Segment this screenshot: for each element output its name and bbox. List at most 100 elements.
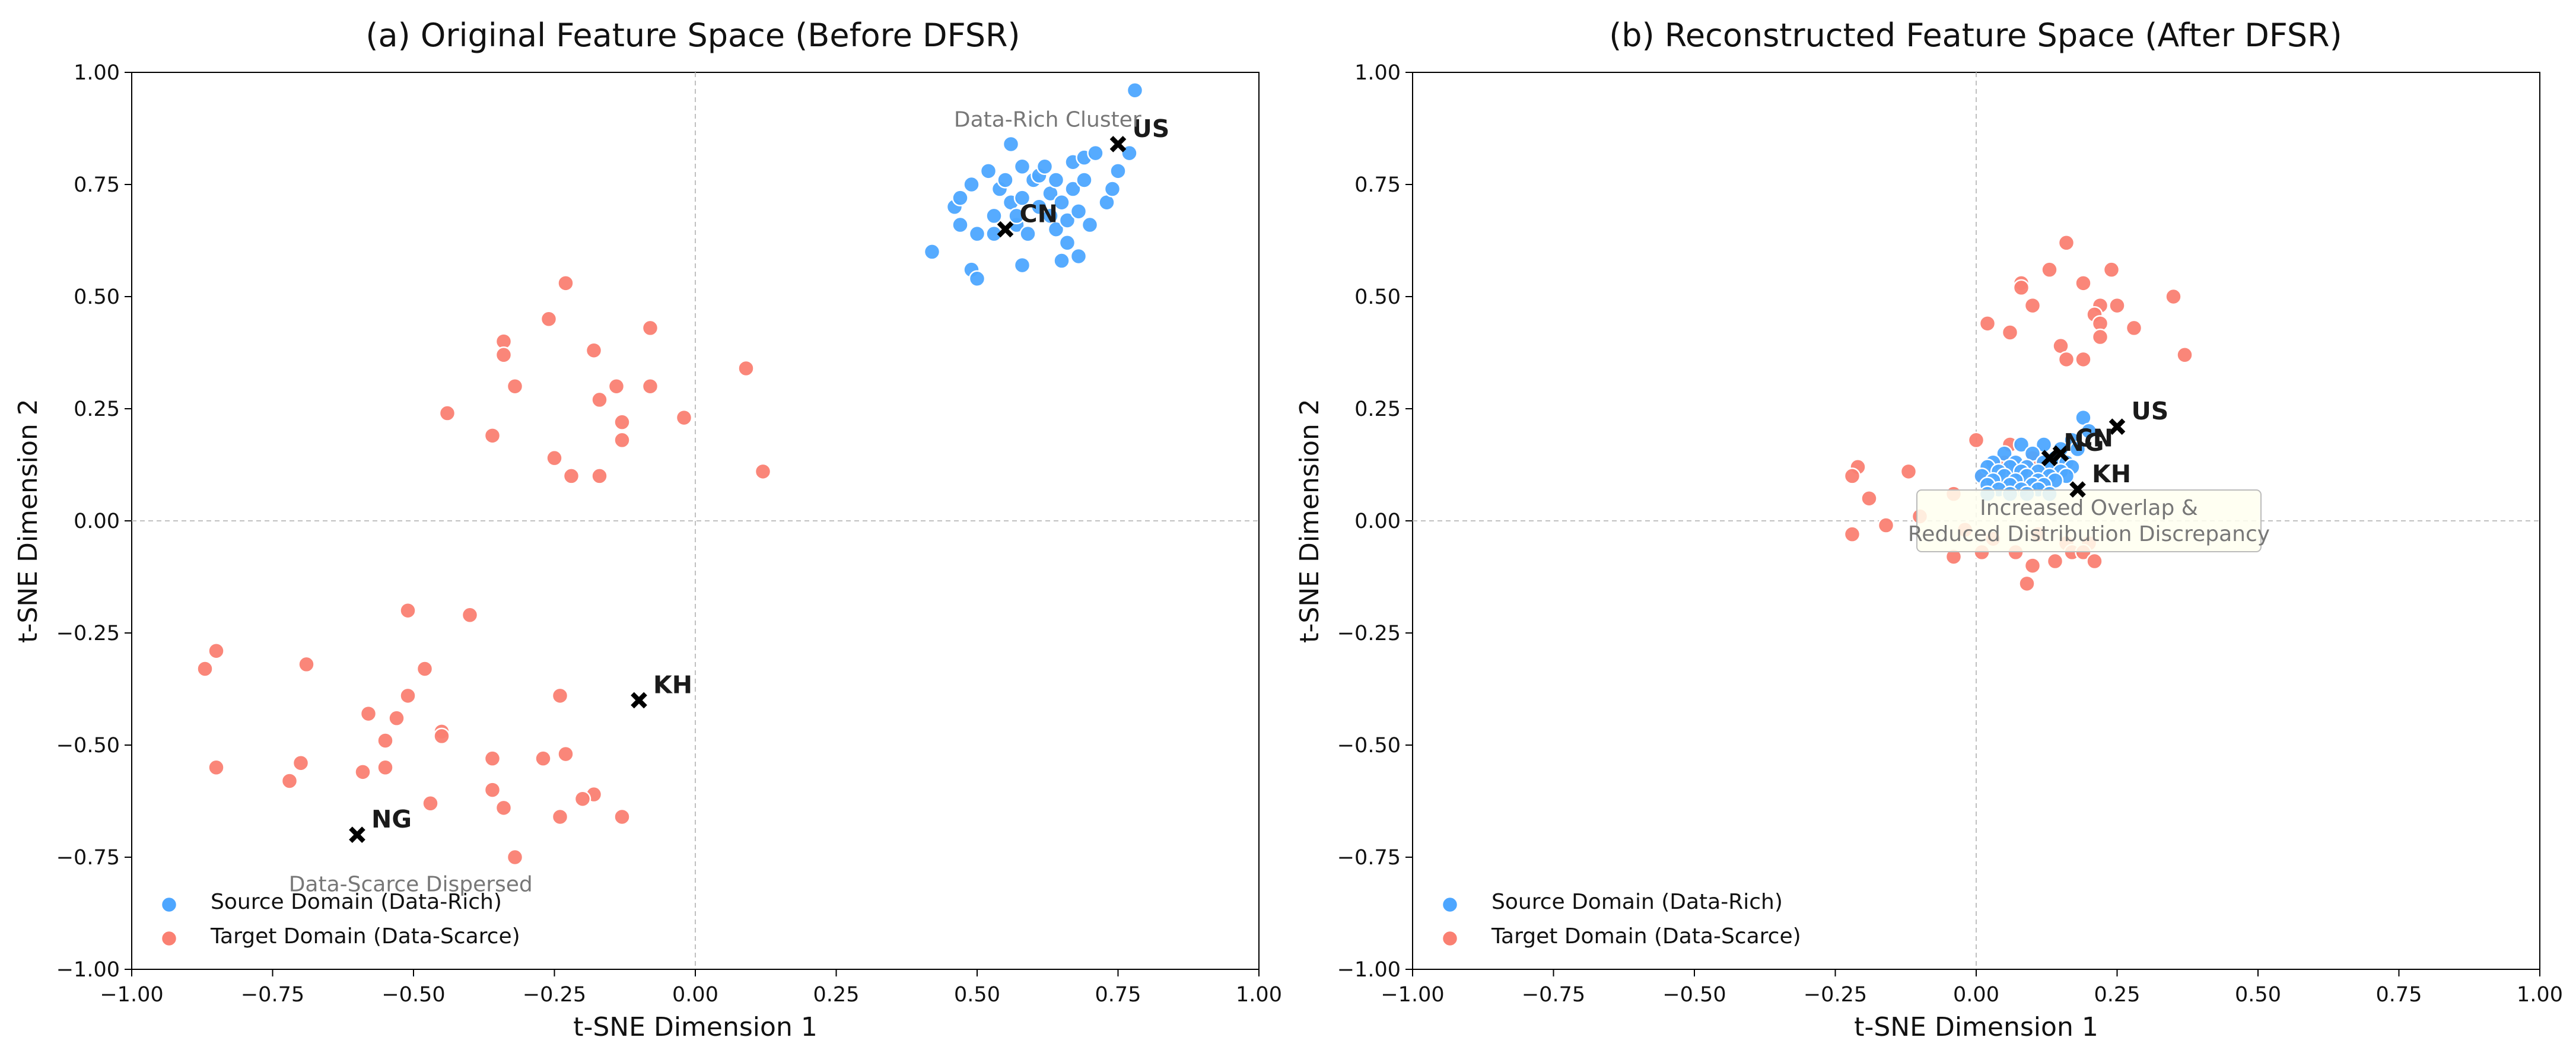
y-tick-label: 0.75 [1354, 173, 1401, 197]
target-point [574, 790, 591, 807]
target-point [416, 660, 434, 677]
x-tick: 0.50 [2235, 969, 2281, 1007]
chart-title: (a) Original Feature Space (Before DFSR) [365, 17, 1020, 54]
x-tick-label: 0.25 [2094, 983, 2141, 1007]
y-tick-label: −1.00 [1337, 958, 1401, 982]
legend-marker-target [160, 930, 178, 947]
x-tick-label: −0.75 [1522, 983, 1585, 1007]
target-point [1979, 315, 1996, 332]
x-tick: −0.50 [1662, 969, 1726, 1007]
centroid-us: US [2108, 397, 2168, 435]
x-tick: −1.00 [100, 969, 164, 1007]
source-point [1058, 212, 1076, 229]
target-point [360, 705, 377, 723]
target-point [461, 606, 479, 624]
y-tick-label: 1.00 [74, 61, 120, 85]
annotations: Data-Rich Cluster Data-Scarce Dispersed [289, 107, 1141, 896]
x-tick-label: 1.00 [2517, 983, 2563, 1007]
y-tick-label: 0.50 [74, 285, 120, 309]
legend-label-target: Target Domain (Data-Scarce) [1491, 924, 1801, 949]
x-tick-label: −0.25 [1804, 983, 1867, 1007]
source-point [2012, 436, 2030, 453]
x-tick-label: 1.00 [1236, 983, 1282, 1007]
x-tick: 0.00 [1953, 969, 1999, 1007]
source-point [1070, 247, 1087, 265]
source-point [923, 243, 941, 260]
target-point [1900, 463, 1917, 481]
y-tick: −1.00 [56, 958, 132, 982]
y-tick-label: −1.00 [56, 958, 120, 982]
y-axis-label: t-SNE Dimension 2 [13, 399, 43, 643]
x-axis-ticks: −1.00 −0.75 −0.50 −0.25 0.00 0.25 0.50 0… [1381, 969, 2563, 1007]
y-tick-label: −0.50 [56, 734, 120, 758]
centroid-x-marker-icon [349, 826, 365, 844]
x-tick-label: 0.25 [813, 983, 860, 1007]
target-point [2001, 324, 2019, 341]
x-tick: 1.00 [2517, 969, 2563, 1007]
y-tick-label: 0.00 [74, 510, 120, 533]
target-point [354, 763, 371, 781]
x-tick-label: −0.75 [241, 983, 304, 1007]
y-tick: 1.00 [74, 61, 132, 85]
x-axis-label: t-SNE Dimension 1 [573, 1012, 818, 1042]
source-point [997, 171, 1014, 189]
scatter-points [196, 81, 1144, 866]
x-tick: 0.50 [954, 969, 1000, 1007]
target-point [540, 310, 558, 328]
target-point [1877, 517, 1895, 534]
target-point [585, 342, 603, 359]
centroid-label: CN [1020, 200, 1058, 228]
target-point [506, 377, 524, 395]
target-point [2024, 557, 2041, 574]
source-point [1013, 189, 1031, 206]
target-point [495, 799, 513, 817]
x-tick: −0.50 [381, 969, 446, 1007]
y-tick: −0.50 [56, 734, 132, 758]
target-point [535, 750, 552, 767]
zero-lines [132, 72, 1259, 969]
y-tick-label: −0.25 [56, 622, 120, 645]
y-tick: 0.00 [1354, 510, 1413, 533]
x-tick-label: 0.50 [954, 983, 1000, 1007]
target-point [2075, 275, 2092, 292]
x-tick: 0.00 [672, 969, 718, 1007]
source-point [1126, 81, 1144, 99]
target-point [2086, 552, 2103, 570]
source-point [1053, 193, 1070, 211]
x-tick: 1.00 [1236, 969, 1282, 1007]
target-point [484, 781, 501, 798]
source-point [1002, 135, 1020, 153]
y-tick: −0.50 [1337, 734, 1413, 758]
source-point [1087, 144, 1104, 162]
target-point [208, 759, 225, 777]
target-point [546, 449, 563, 467]
target-point [399, 602, 416, 619]
y-tick-label: 0.75 [74, 173, 120, 197]
target-point [292, 754, 310, 772]
y-axis-ticks: −1.00 −0.75 −0.50 −0.25 0.00 0.25 0.50 0… [1337, 61, 1413, 982]
source-point [2069, 440, 2087, 458]
source-point [952, 189, 969, 206]
target-point [377, 759, 394, 777]
target-point [281, 772, 298, 790]
legend-marker-target [1441, 930, 1459, 947]
y-tick-label: −0.50 [1337, 734, 1401, 758]
target-point [613, 431, 631, 449]
target-point [675, 409, 693, 427]
centroid-label: US [1133, 114, 1170, 143]
source-point [968, 225, 986, 243]
x-tick: 0.25 [2094, 969, 2141, 1007]
x-tick-label: 0.00 [1953, 983, 1999, 1007]
centroid-x-marker-icon [997, 221, 1014, 238]
target-point [484, 750, 501, 767]
target-point [754, 463, 772, 481]
y-tick: 0.50 [74, 285, 132, 309]
centroid-ng: NG [349, 805, 412, 844]
x-tick-label: −0.50 [381, 983, 445, 1007]
source-point [985, 207, 1003, 225]
target-point [2024, 297, 2041, 314]
source-point [1070, 203, 1087, 220]
target-point [2075, 351, 2092, 368]
